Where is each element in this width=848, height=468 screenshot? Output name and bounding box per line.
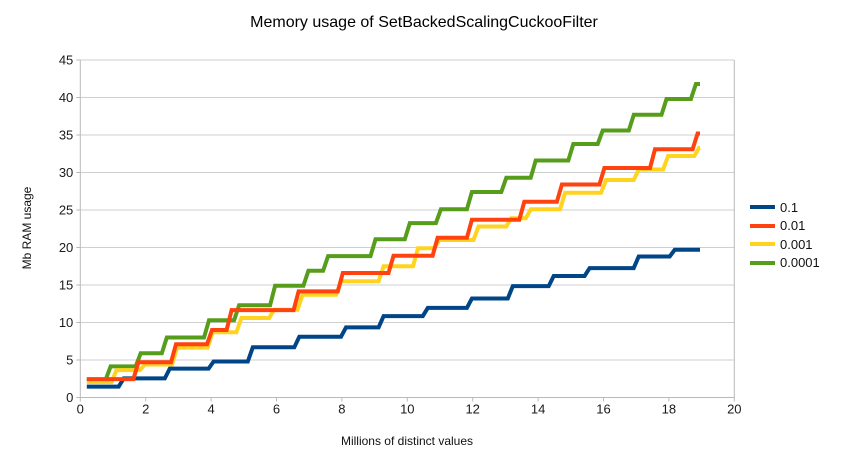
x-tick-label: 2	[142, 402, 149, 417]
legend-swatch-icon	[750, 223, 775, 228]
legend-item-0.01: 0.01	[750, 217, 820, 236]
y-tick-label: 5	[66, 353, 73, 368]
legend-item-0.0001: 0.0001	[750, 254, 820, 273]
series-line-0.001	[86, 145, 701, 385]
legend-swatch-icon	[750, 242, 775, 247]
legend-swatch-icon	[750, 205, 775, 210]
y-tick-label: 15	[59, 278, 73, 293]
y-tick-label: 20	[59, 240, 73, 255]
x-tick-label: 4	[207, 402, 214, 417]
legend-item-0.001: 0.001	[750, 235, 820, 254]
legend-item-0.1: 0.1	[750, 198, 820, 217]
y-tick-label: 35	[59, 128, 73, 143]
y-tick-label: 45	[59, 53, 73, 68]
x-tick-label: 10	[400, 402, 414, 417]
x-tick-label: 14	[531, 402, 545, 417]
legend: 0.1 0.01 0.001 0.0001	[750, 198, 820, 272]
series-line-0.0001	[86, 82, 700, 382]
y-tick-label: 40	[59, 90, 73, 105]
x-tick-label: 20	[727, 402, 741, 417]
series-line-0.1	[86, 247, 700, 389]
legend-label: 0.01	[780, 218, 806, 234]
x-tick-label: 16	[596, 402, 610, 417]
y-tick-label: 30	[59, 165, 73, 180]
x-axis-title: Millions of distinct values	[340, 434, 474, 448]
legend-label: 0.1	[780, 199, 799, 215]
legend-label: 0.0001	[780, 255, 820, 271]
y-tick-label: 10	[59, 315, 73, 330]
x-tick-label: 0	[77, 402, 84, 417]
legend-swatch-icon	[750, 260, 775, 265]
x-tick-label: 18	[662, 402, 676, 417]
legend-label: 0.001	[780, 236, 813, 252]
x-tick-label: 8	[338, 402, 345, 417]
y-tick-label: 25	[59, 203, 73, 218]
series-line-0.01	[86, 131, 700, 382]
chart-title: Memory usage of SetBackedScalingCuckooFi…	[250, 14, 598, 31]
x-tick-label: 6	[273, 402, 280, 417]
y-tick-label: 0	[66, 390, 73, 405]
x-tick-label: 12	[465, 402, 479, 417]
